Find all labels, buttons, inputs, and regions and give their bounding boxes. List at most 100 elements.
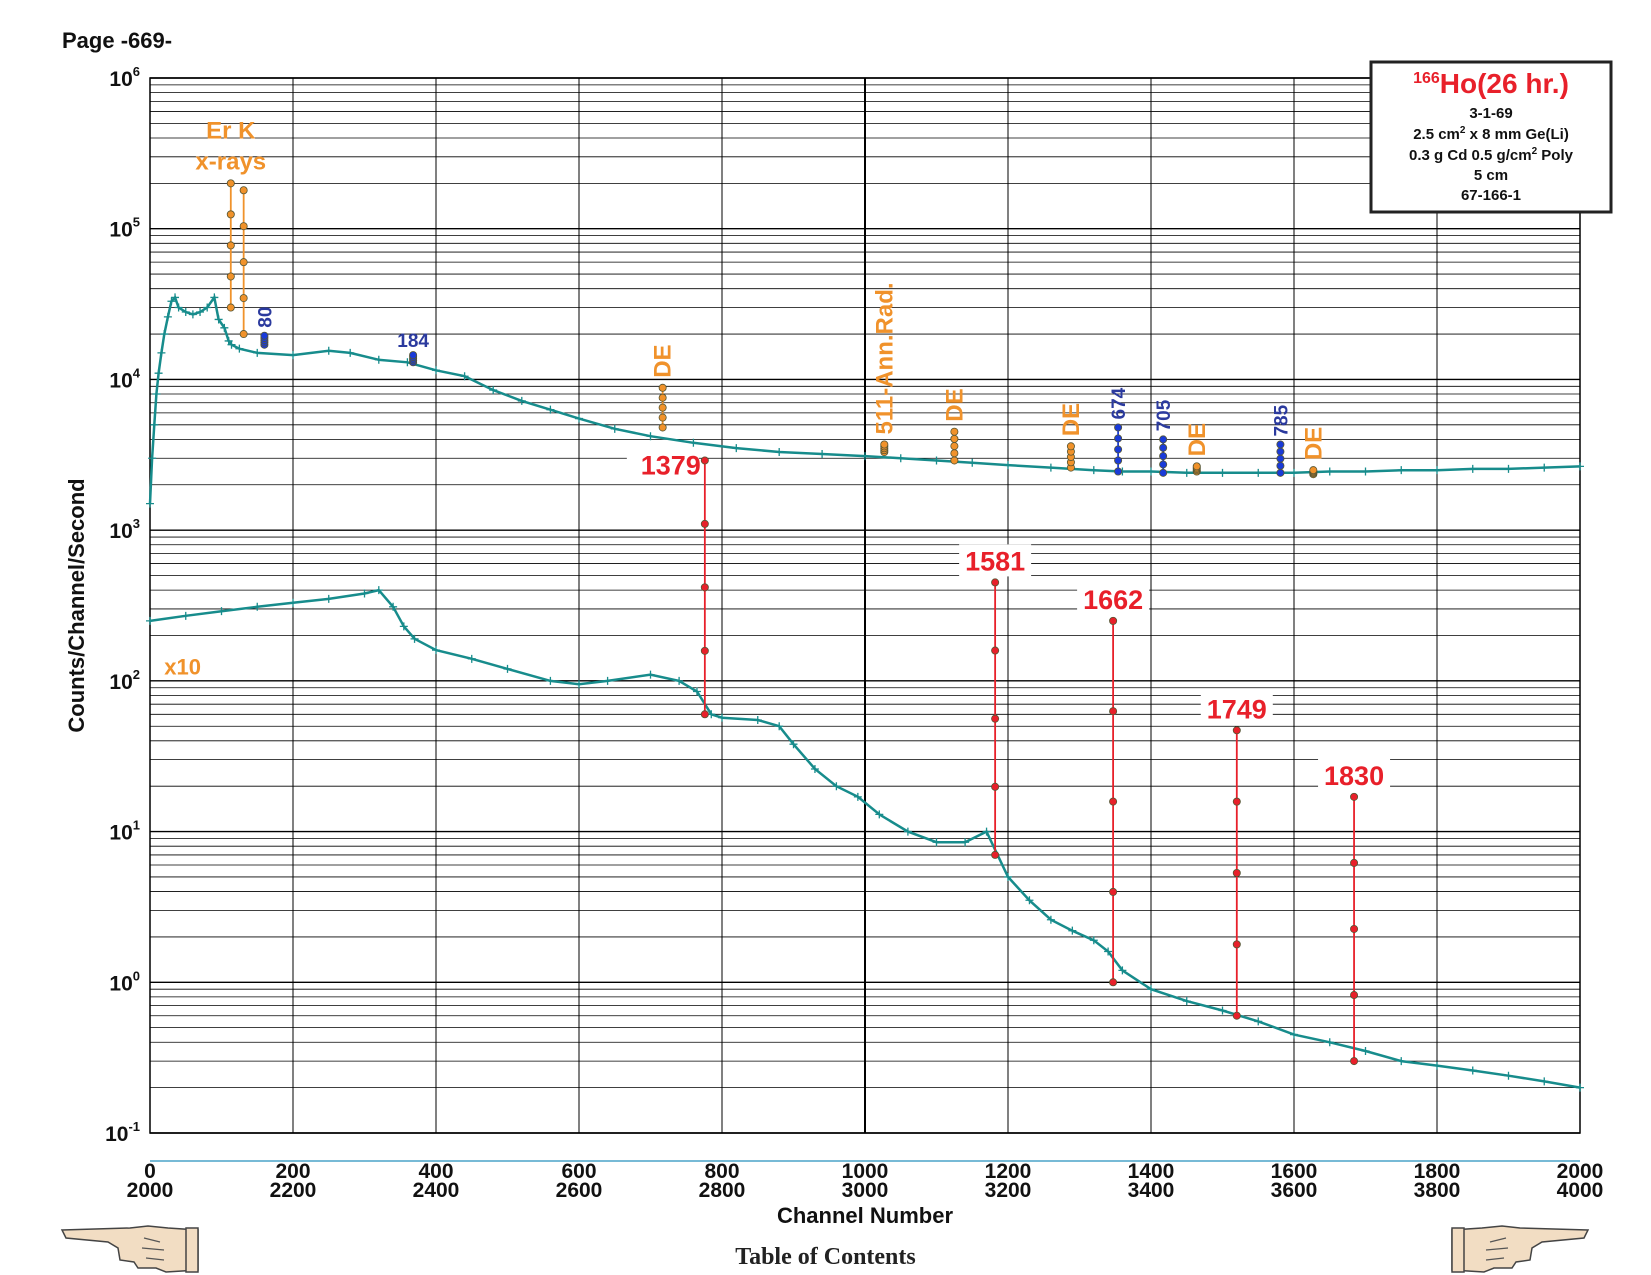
series-upper-point	[732, 444, 741, 453]
peak-blue-marker	[1114, 456, 1123, 465]
peak-orange-marker	[226, 241, 235, 250]
info-run-id: 67-166-1	[1461, 187, 1521, 204]
peak-blue-marker	[1114, 445, 1123, 454]
peak-red-marker	[1350, 858, 1359, 867]
y-tick-exp: 0	[133, 968, 140, 983]
series-upper-point	[1218, 468, 1227, 477]
peak-orange-marker	[880, 440, 889, 449]
series-upper-point	[1504, 464, 1513, 473]
series-lower-point	[1004, 872, 1012, 881]
y-tick-base: 10	[109, 369, 132, 392]
peak-orange-marker	[1309, 466, 1318, 475]
pointing-hand-right-icon	[1451, 1225, 1590, 1273]
series-lower-point	[1361, 1047, 1370, 1055]
x-tick-label-upper: 2400	[413, 1179, 460, 1202]
series-lower-point	[1468, 1066, 1477, 1075]
series-upper-point	[1046, 463, 1055, 472]
series-lower-point	[961, 838, 970, 847]
peak-label-orange-line2: x-rays	[195, 148, 266, 175]
x10-label: x10	[164, 655, 201, 680]
series-lower-point	[1254, 1017, 1263, 1026]
peak-orange-marker	[658, 413, 667, 422]
x-axis-title: Channel Number	[777, 1203, 953, 1228]
series-upper-point	[374, 355, 383, 364]
x-tick-label-lower: 1800	[1414, 1160, 1461, 1183]
peak-blue-marker	[1276, 454, 1285, 463]
peak-blue-marker	[260, 331, 269, 340]
info-absorber-a: 0.3 g Cd 0.5 g/cm	[1409, 147, 1532, 164]
y-tick-label: 106	[109, 64, 140, 91]
peak-label-orange: DE	[1300, 427, 1327, 460]
series-upper-point	[1089, 466, 1098, 475]
x-tick-label-lower: 2000	[1557, 1160, 1604, 1183]
x-tick-label-upper: 3400	[1128, 1179, 1175, 1202]
prev-page-button[interactable]	[60, 1222, 200, 1274]
axes: 0200020022004002400600260080028001000300…	[64, 64, 1603, 1228]
peak-red-marker	[991, 850, 1000, 859]
series-lower-point	[603, 676, 612, 685]
peak-red-marker	[991, 646, 1000, 655]
series-upper-point	[968, 458, 977, 467]
peak-label-blue: 705	[1154, 399, 1175, 431]
series-lower-point	[146, 616, 154, 625]
series-upper-point	[1468, 464, 1477, 473]
series-upper-point	[203, 303, 212, 312]
series-lower-point	[546, 676, 555, 685]
series-upper-point	[689, 438, 698, 447]
peak-orange-marker	[950, 449, 959, 458]
peak-orange-marker	[239, 258, 248, 267]
peak-orange-marker	[950, 427, 959, 436]
peak-red-marker	[991, 714, 1000, 723]
peak-red-marker	[700, 456, 709, 465]
series-upper-point	[324, 346, 333, 355]
x-tick-label-lower: 1400	[1128, 1160, 1175, 1183]
y-axis-title: Counts/Channel/Second	[64, 478, 89, 732]
peak-red-marker	[991, 782, 1000, 791]
info-box: 166Ho(26 hr.) 3-1-69 2.5 cm2 x 8 mm Ge(L…	[1369, 60, 1613, 214]
peak-label-blue: 184	[397, 331, 429, 352]
peak-red-marker	[1232, 868, 1241, 877]
y-tick-label: 100	[109, 968, 140, 995]
x-tick-label-lower: 1600	[1271, 1160, 1318, 1183]
x-tick-label-lower: 1000	[842, 1160, 889, 1183]
peak-red-marker	[1109, 887, 1118, 896]
x-tick-label-upper: 2800	[699, 1179, 746, 1202]
info-distance: 5 cm	[1474, 167, 1508, 184]
peak-blue-marker	[1114, 434, 1123, 443]
table-of-contents-link[interactable]: Table of Contents	[735, 1244, 916, 1270]
peak-red-marker	[1109, 978, 1118, 987]
peak-label-blue: 674	[1109, 387, 1130, 419]
peak-red-marker	[1350, 991, 1359, 1000]
peak-blue-marker	[1159, 435, 1168, 444]
peak-label-orange: DE	[1058, 403, 1085, 436]
series-lower-point	[374, 586, 383, 595]
series-upper-point	[146, 499, 154, 508]
y-tick-label: 103	[109, 516, 140, 543]
series-lower-point	[718, 713, 726, 722]
peak-blue-marker	[1276, 461, 1285, 470]
peak-label-red: 1662	[1083, 585, 1143, 615]
peak-label-red: 1830	[1324, 761, 1384, 791]
y-tick-base: 10	[109, 671, 132, 694]
x-tick-label-upper: 2600	[556, 1179, 603, 1202]
series-upper-point	[154, 369, 163, 378]
y-tick-label: 102	[109, 667, 140, 694]
series-upper-point	[152, 390, 161, 399]
info-absorber: 0.3 g Cd 0.5 g/cm2 Poly	[1409, 146, 1574, 164]
labels: x10 Er K x-rays DE 511-Ann.Rad. DE DE DE DE 80 184…	[164, 117, 1391, 791]
x-tick-label-lower: 1200	[985, 1160, 1032, 1183]
peak-label-red-bg	[1318, 758, 1391, 791]
series-upper-point	[646, 432, 655, 441]
peak-blue-marker	[1159, 468, 1168, 477]
y-tick-base: 10	[109, 219, 132, 242]
peak-orange-marker	[658, 393, 667, 402]
grid	[149, 77, 1581, 1134]
series-lower-point	[903, 827, 912, 836]
peak-orange-marker	[1192, 462, 1201, 471]
series-lower-point	[853, 792, 862, 801]
series-lower-point	[324, 594, 333, 603]
next-page-button[interactable]	[1450, 1222, 1590, 1274]
series-lower-point	[675, 676, 684, 685]
y-tick-label: 104	[109, 365, 140, 392]
